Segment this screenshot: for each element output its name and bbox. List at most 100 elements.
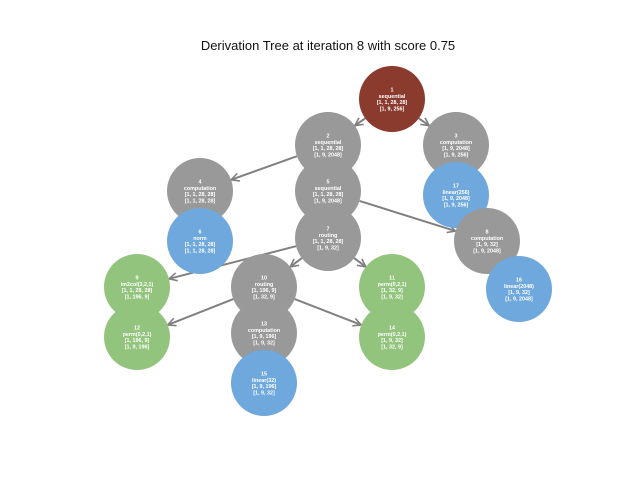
node-circle-4	[167, 158, 233, 224]
node-14-line-1: perm(0,2,1)	[378, 332, 407, 338]
node-16-line-1: linear(2048)	[504, 284, 534, 290]
node-1-line-2: [1, 1, 28, 28]	[377, 100, 408, 106]
node-circle-8	[454, 208, 520, 274]
node-11-line-0: 11	[389, 276, 395, 282]
node-3-line-1: computation	[440, 140, 472, 146]
node-4-line-0: 4	[199, 180, 202, 186]
node-circle-9	[104, 254, 170, 320]
node-2-line-2: [1, 1, 28, 28]	[313, 146, 344, 152]
edge-1-to-3	[418, 117, 429, 125]
node-6-line-3: [1, 1, 28, 28]	[185, 248, 216, 254]
node-13-line-0: 13	[261, 322, 267, 328]
node-circle-14	[359, 304, 425, 370]
node-4-line-3: [1, 1, 28, 28]	[185, 198, 216, 204]
node-2-line-1: sequential	[315, 140, 342, 146]
node-15-line-1: linear(32)	[252, 378, 276, 384]
node-11-line-1: perm(0,2,1)	[378, 282, 407, 288]
node-12-line-1: perm(0,2,1)	[123, 332, 152, 338]
node-5-line-1: sequential	[315, 186, 342, 192]
node-7-line-1: routing	[319, 233, 338, 239]
node-circle-13	[231, 300, 297, 366]
node-10-line-3: [1, 32, 9]	[253, 294, 275, 300]
node-16-line-2: [1, 9, 32]	[508, 290, 530, 296]
node-17-line-2: [1, 9, 2048]	[442, 196, 470, 202]
node-circle-10	[231, 254, 297, 320]
node-1-line-1: sequential	[379, 94, 406, 100]
node-6-line-1: norm	[193, 236, 207, 242]
node-8-line-1: computation	[471, 236, 503, 242]
node-14-line-2: [1, 9, 32]	[381, 338, 403, 344]
node-3-line-2: [1, 9, 2048]	[442, 146, 470, 152]
edge-1-to-2	[355, 117, 366, 125]
node-6-line-2: [1, 1, 28, 28]	[185, 242, 216, 248]
node-11-line-3: [1, 9, 32]	[381, 294, 403, 300]
node-10-line-2: [1, 196, 9]	[252, 288, 277, 294]
node-13-line-3: [1, 9, 32]	[253, 340, 275, 346]
node-15-line-2: [1, 9, 196]	[252, 384, 277, 390]
node-16-line-3: [1, 9, 2048]	[505, 296, 533, 302]
node-circle-15	[231, 350, 297, 416]
node-circle-16	[486, 256, 552, 322]
node-13-line-2: [1, 9, 196]	[252, 334, 277, 340]
node-17-line-1: linear(256)	[443, 190, 470, 196]
node-1-line-3: [1, 9, 256]	[380, 106, 405, 112]
node-5-line-2: [1, 1, 28, 28]	[313, 192, 344, 198]
edge-7-to-11	[353, 257, 366, 267]
node-5-line-3: [1, 9, 2048]	[314, 198, 342, 204]
node-circle-7	[295, 205, 361, 271]
node-7-line-0: 7	[327, 227, 330, 233]
node-4-line-1: computation	[184, 186, 216, 192]
edge-2-to-4	[231, 155, 298, 180]
node-circle-3	[423, 112, 489, 178]
node-10-line-1: routing	[255, 282, 274, 288]
node-2-line-3: [1, 9, 2048]	[314, 152, 342, 158]
node-12-line-2: [1, 196, 9]	[125, 338, 150, 344]
node-circle-2	[295, 112, 361, 178]
node-6-line-0: 6	[199, 230, 202, 236]
edge-7-to-10	[290, 257, 303, 267]
diagram-title: Derivation Tree at iteration 8 with scor…	[200, 38, 456, 53]
edge-7-to-9	[169, 245, 297, 279]
node-circle-5	[295, 158, 361, 224]
node-17-line-3: [1, 9, 256]	[444, 202, 469, 208]
node-13-line-1: computation	[248, 328, 280, 334]
node-circle-1	[359, 66, 425, 132]
node-12-line-0: 12	[134, 326, 140, 332]
node-3-line-3: [1, 9, 256]	[444, 152, 469, 158]
node-circle-12	[104, 304, 170, 370]
node-14-line-0: 14	[389, 326, 395, 332]
node-9-line-2: [1, 1, 28, 28]	[122, 288, 153, 294]
node-17-line-0: 17	[453, 184, 459, 190]
node-8-line-2: [1, 9, 32]	[476, 242, 498, 248]
node-15-line-0: 15	[261, 372, 267, 378]
node-circle-6	[167, 208, 233, 274]
node-9-line-3: [1, 196, 9]	[125, 294, 150, 300]
edge-10-to-12	[168, 298, 234, 325]
edge-5-to-8	[359, 199, 455, 231]
node-16-line-0: 16	[516, 278, 522, 284]
edge-10-to-14	[294, 298, 362, 325]
node-8-line-3: [1, 9, 2048]	[473, 248, 501, 254]
node-7-line-3: [1, 9, 32]	[317, 245, 339, 251]
node-4-line-2: [1, 1, 28, 28]	[185, 192, 216, 198]
node-14-line-3: [1, 32, 9]	[381, 344, 403, 350]
node-11-line-2: [1, 32, 9]	[381, 288, 403, 294]
node-2-line-0: 2	[327, 134, 330, 140]
node-10-line-0: 10	[261, 276, 267, 282]
node-15-line-3: [1, 9, 32]	[253, 390, 275, 396]
